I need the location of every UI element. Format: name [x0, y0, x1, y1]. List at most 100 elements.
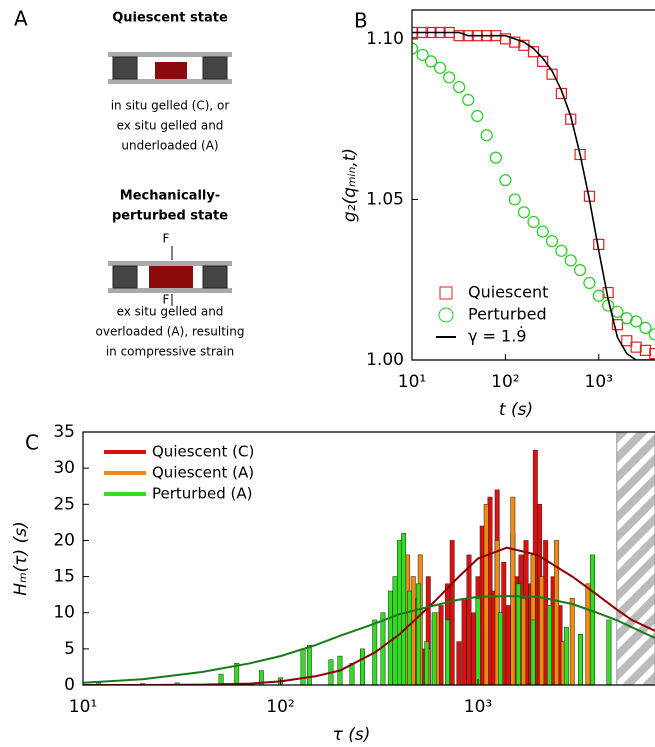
marker — [509, 194, 520, 205]
bar — [450, 540, 454, 685]
panel-label: A — [14, 7, 28, 31]
y-axis-label: g₂(qₘᵢₙ,t) — [340, 148, 360, 222]
marker — [565, 255, 576, 266]
plate — [108, 52, 232, 57]
bar — [521, 598, 525, 685]
bar — [578, 634, 582, 685]
bar — [393, 577, 397, 685]
marker — [556, 245, 567, 256]
panel-a: A Quiescent state in situ gelled (C), or… — [14, 7, 244, 359]
bar — [547, 605, 551, 685]
bar — [590, 555, 594, 685]
bar — [511, 497, 515, 685]
sample — [149, 266, 193, 288]
marker — [463, 94, 474, 105]
marker — [454, 82, 465, 93]
plate — [108, 288, 232, 293]
bar — [301, 649, 305, 685]
plate — [108, 79, 232, 84]
marker — [547, 236, 558, 247]
marker — [631, 342, 641, 352]
marker — [584, 277, 595, 288]
bar — [607, 620, 611, 685]
bar — [425, 642, 429, 685]
marker — [537, 226, 548, 237]
plate — [108, 261, 232, 266]
bar — [307, 645, 311, 685]
line — [83, 596, 655, 683]
bar — [531, 620, 535, 685]
y-tick-label: 10 — [53, 603, 75, 623]
legend-label: Perturbed — [468, 305, 547, 324]
bar — [397, 540, 401, 685]
marker — [472, 110, 483, 121]
bar — [401, 533, 405, 685]
bar — [407, 591, 411, 685]
bar — [416, 584, 420, 685]
marker — [490, 152, 501, 163]
bar — [539, 577, 543, 685]
bar — [462, 598, 466, 685]
excluded-region — [617, 432, 655, 685]
y-tick-label: 5 — [64, 639, 75, 659]
clamp — [113, 266, 137, 288]
legend-marker — [439, 308, 453, 322]
x-tick-label: 10² — [491, 372, 519, 392]
bar — [439, 605, 443, 685]
marker — [575, 265, 586, 276]
bar — [498, 613, 502, 685]
x-tick-label: 10³ — [464, 697, 492, 717]
x-tick-label: 10¹ — [398, 372, 426, 392]
legend-marker — [440, 287, 452, 299]
caption-line: underloaded (A) — [121, 139, 218, 153]
bar — [586, 584, 590, 685]
legend-label: Quiescent (A) — [152, 464, 254, 482]
bar — [360, 649, 364, 685]
bar — [554, 540, 558, 685]
panel-label: C — [25, 431, 39, 455]
x-tick-label: 10² — [266, 697, 294, 717]
bar — [476, 598, 480, 685]
marker — [500, 175, 511, 186]
bar — [516, 584, 520, 685]
bar — [388, 591, 392, 685]
bar — [445, 620, 449, 685]
y-tick-label: 1.00 — [366, 350, 404, 370]
x-tick-label: 10¹ — [69, 697, 97, 717]
clamp — [203, 266, 227, 288]
bar — [484, 504, 488, 685]
marker — [528, 216, 539, 227]
marker — [640, 345, 650, 355]
marker — [518, 207, 529, 218]
caption-line: in compressive strain — [106, 345, 234, 359]
bar — [457, 642, 461, 685]
legend-label: Quiescent — [468, 283, 548, 302]
bar — [570, 598, 574, 685]
y-tick-label: 35 — [53, 422, 75, 442]
bar — [564, 627, 568, 685]
y-tick-label: 1.05 — [366, 189, 404, 209]
x-axis-label: τ (s) — [333, 725, 371, 743]
diagram-title: Mechanically- — [120, 189, 220, 204]
caption-line: overloaded (A), resulting — [96, 325, 245, 339]
bar — [480, 526, 484, 685]
force-label: F — [163, 232, 170, 246]
bar — [506, 605, 510, 685]
clamp — [203, 57, 227, 79]
legend-label: γ = 1.9̇ — [468, 327, 527, 346]
marker — [444, 72, 455, 83]
y-tick-label: 0 — [64, 675, 75, 695]
diagram-title: perturbed state — [112, 209, 228, 224]
diagram-title: Quiescent state — [112, 11, 228, 26]
x-tick-label: 10³ — [585, 372, 613, 392]
legend-label: Perturbed (A) — [152, 485, 252, 503]
y-tick-label: 20 — [53, 530, 75, 550]
line — [83, 548, 655, 685]
y-tick-label: 25 — [53, 494, 75, 514]
marker — [622, 336, 632, 346]
caption-line: ex situ gelled and — [117, 305, 224, 319]
bar — [350, 663, 354, 685]
y-axis-label: Hₘ(τ) (s) — [11, 521, 31, 595]
marker — [435, 62, 446, 73]
